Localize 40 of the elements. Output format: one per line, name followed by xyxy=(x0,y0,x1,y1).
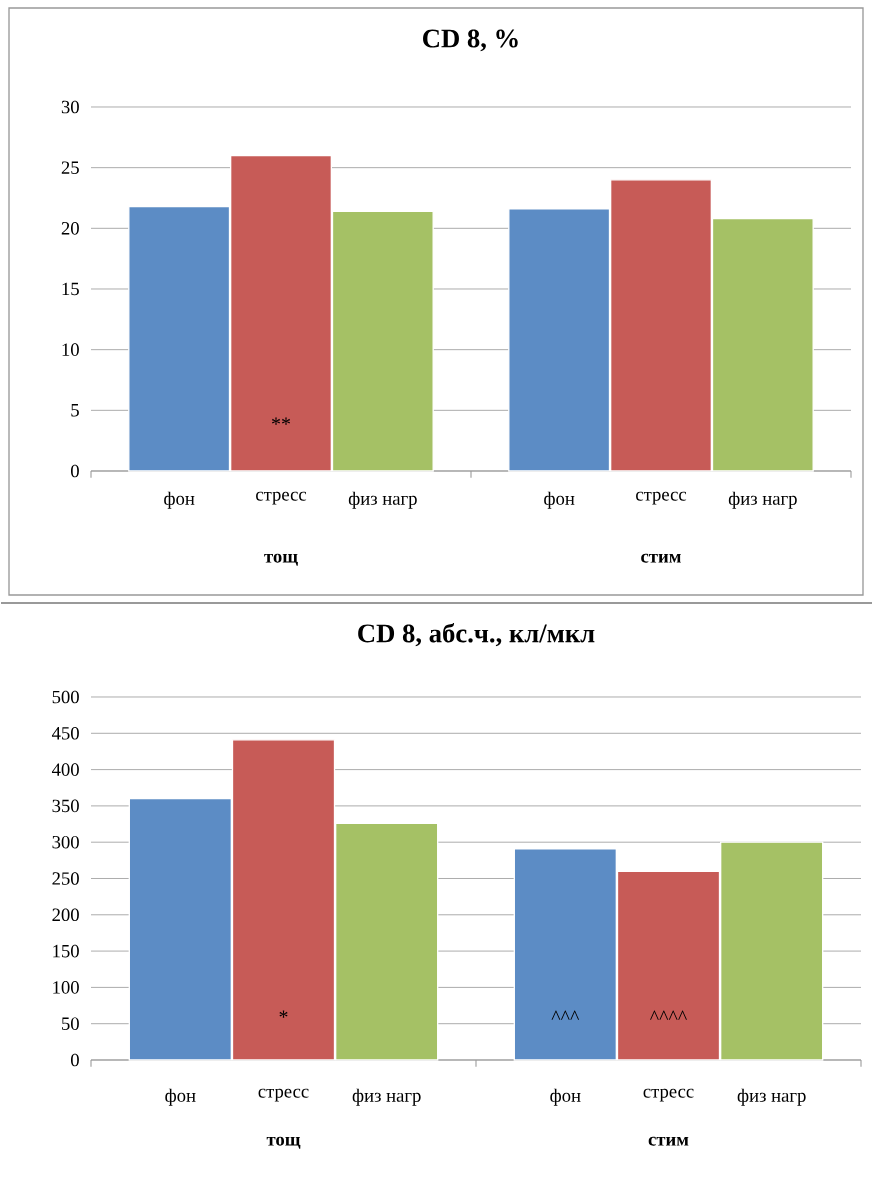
y-tick-label: 450 xyxy=(51,726,79,740)
y-tick-label: 0 xyxy=(71,464,79,478)
y-tick-label: 400 xyxy=(51,763,79,776)
y-tick-label: 500 xyxy=(52,690,79,704)
text: физ нагр xyxy=(728,491,797,509)
series-label: стресс xyxy=(256,491,307,505)
series-label: физ нагр xyxy=(348,491,417,509)
y-tick-label: 5 xyxy=(71,404,79,417)
series-label: стресс xyxy=(258,1088,309,1102)
y-tick-label: 100 xyxy=(53,981,79,994)
text: физ нагр xyxy=(737,1088,806,1106)
x-tick-label: стим xyxy=(648,1136,689,1146)
series-label: фон xyxy=(164,491,195,509)
y-tick-label: 30 xyxy=(61,100,79,114)
y-tick-label: 25 xyxy=(61,161,79,174)
y-tick-label: 350 xyxy=(52,799,79,813)
x-tick-label: тощ xyxy=(266,1136,301,1149)
y-tick-label: 0 xyxy=(71,1053,79,1067)
text: стресс xyxy=(643,1088,694,1102)
text: стресс xyxy=(636,491,687,505)
y-tick-label: 150 xyxy=(53,944,79,958)
text: фон xyxy=(544,491,575,509)
series-label: физ нагр xyxy=(352,1088,421,1106)
data-label: * xyxy=(279,1010,288,1018)
chart-title: CD 8, абс.ч., кл/мкл xyxy=(358,623,595,647)
y-tick-label: 50 xyxy=(62,1017,79,1030)
data-label: ^^^^ xyxy=(650,1010,687,1020)
y-tick-label: 10 xyxy=(62,343,79,356)
y-tick-label: 250 xyxy=(52,872,79,885)
y-tick-label: 15 xyxy=(62,282,79,296)
x-tick-label: стим xyxy=(641,553,681,563)
text: фон xyxy=(550,1088,581,1106)
data-label: ** xyxy=(271,417,291,425)
series-label: фон xyxy=(165,1088,196,1106)
chart-title: CD 8, % xyxy=(423,29,518,52)
y-tick-label: 300 xyxy=(52,835,79,849)
data-label: ^^^ xyxy=(551,1010,580,1020)
y-tick-label: 20 xyxy=(61,222,79,235)
y-tick-label: 200 xyxy=(52,908,79,922)
x-tick-label: тощ xyxy=(264,553,298,566)
